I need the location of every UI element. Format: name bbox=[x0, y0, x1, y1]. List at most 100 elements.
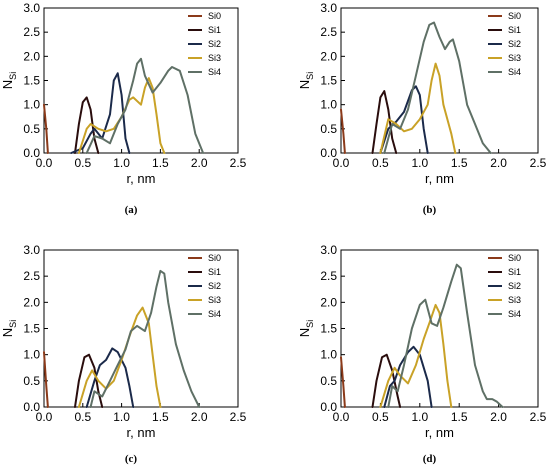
legend-label-si3: Si3 bbox=[208, 295, 221, 305]
x-tick-label: 0.0 bbox=[36, 156, 53, 170]
series-line-si1 bbox=[371, 353, 402, 408]
x-tick-label: 1.5 bbox=[451, 410, 468, 424]
y-axis-label-sub: Si bbox=[8, 72, 18, 80]
y-tick-label: 1.5 bbox=[23, 74, 40, 88]
series-line-si2 bbox=[70, 72, 131, 154]
y-tick-label: 0.0 bbox=[320, 146, 337, 160]
legend-label-si4: Si4 bbox=[508, 67, 521, 77]
y-tick-label: 0.5 bbox=[320, 122, 337, 136]
y-tick-label: 2.0 bbox=[23, 295, 40, 309]
legend-label-si1: Si1 bbox=[508, 267, 521, 277]
x-tick-label: 0.5 bbox=[74, 410, 91, 424]
series-line-si4 bbox=[85, 57, 205, 154]
chart-panel-b: 0.0 0.5 1.0 1.5 2.0 2.5 0.0 0.5 1.0 1.5 2.0 2.5 3.0 r… bbox=[297, 1, 547, 216]
series-line-si3 bbox=[379, 303, 453, 408]
legend-label-si2: Si2 bbox=[508, 39, 521, 49]
y-axis-label-sub: Si bbox=[305, 320, 315, 328]
y-tick-label: 0.5 bbox=[23, 122, 40, 136]
series-line-si1 bbox=[74, 96, 100, 154]
x-tick-label: 2.0 bbox=[490, 156, 507, 170]
x-tick-label: 1.0 bbox=[113, 410, 130, 424]
x-tick-label: 0.0 bbox=[333, 156, 350, 170]
y-tick-label: 2.5 bbox=[320, 269, 337, 283]
x-tick-label: 0.5 bbox=[372, 156, 389, 170]
x-tick-label: 0.0 bbox=[333, 410, 350, 424]
y-axis-label-main: N bbox=[0, 328, 15, 337]
x-tick-label: 0.5 bbox=[74, 156, 91, 170]
x-tick-label: 2.5 bbox=[530, 410, 547, 424]
x-axis-label: r, nm bbox=[425, 425, 454, 440]
y-tick-label: 1.5 bbox=[320, 322, 337, 336]
legend-label-si4: Si4 bbox=[208, 309, 221, 319]
chart-panel-a: 0.0 0.5 1.0 1.5 2.0 2.5 0.0 0.5 1.0 1.5 2.0 2.5 3.0 r… bbox=[0, 1, 247, 216]
x-axis-label: r, nm bbox=[127, 171, 156, 186]
legend-label-si1: Si1 bbox=[208, 267, 221, 277]
legend-label-si2: Si2 bbox=[208, 281, 221, 291]
y-tick-label: 0.5 bbox=[320, 374, 337, 388]
x-tick-label: 2.0 bbox=[490, 410, 507, 424]
y-tick-label: 1.0 bbox=[23, 98, 40, 112]
y-tick-label: 1.5 bbox=[23, 322, 40, 336]
legend-label-si0: Si0 bbox=[508, 11, 521, 21]
series-line-si4 bbox=[383, 21, 492, 154]
x-tick-label: 2.5 bbox=[530, 156, 547, 170]
chart-panel-d: 0.0 0.5 1.0 1.5 2.0 2.5 0.0 0.5 1.0 1.5 2.0 2.5 3.0 r… bbox=[297, 243, 547, 465]
legend-label-si0: Si0 bbox=[508, 253, 521, 263]
y-tick-label: 0.0 bbox=[23, 400, 40, 414]
series-line-si1 bbox=[371, 90, 398, 154]
x-tick-label: 1.5 bbox=[451, 156, 468, 170]
y-axis-label-main: N bbox=[297, 80, 312, 89]
series-line-si0 bbox=[340, 108, 346, 154]
series-line-si3 bbox=[77, 77, 166, 154]
x-axis-label: r, nm bbox=[127, 425, 156, 440]
y-axis-label: NSi bbox=[0, 320, 18, 337]
y-axis-label-sub: Si bbox=[8, 320, 18, 328]
y-tick-label: 2.0 bbox=[320, 295, 337, 309]
series-line-si3 bbox=[379, 62, 457, 154]
x-tick-label: 0.0 bbox=[36, 410, 53, 424]
x-tick-label: 2.5 bbox=[230, 156, 247, 170]
x-tick-label: 0.5 bbox=[372, 410, 389, 424]
series-line-si1 bbox=[74, 353, 104, 408]
x-tick-label: 2.0 bbox=[191, 156, 208, 170]
series-line-si0 bbox=[43, 103, 49, 154]
legend-label-si1: Si1 bbox=[208, 25, 221, 35]
series-line-si4 bbox=[89, 269, 201, 408]
x-tick-label: 1.0 bbox=[411, 156, 428, 170]
y-tick-label: 3.0 bbox=[23, 1, 40, 15]
legend-label-si4: Si4 bbox=[508, 309, 521, 319]
legend-label-si0: Si0 bbox=[208, 11, 221, 21]
y-tick-label: 2.0 bbox=[23, 49, 40, 63]
series-line-si2 bbox=[383, 345, 433, 408]
x-axis-label: r, nm bbox=[425, 171, 454, 186]
y-tick-label: 3.0 bbox=[320, 1, 337, 15]
y-tick-label: 3.0 bbox=[23, 243, 40, 257]
legend-label-si2: Si2 bbox=[508, 281, 521, 291]
y-tick-label: 2.0 bbox=[320, 49, 337, 63]
y-axis-label-sub: Si bbox=[305, 72, 315, 80]
series-line-si0 bbox=[43, 351, 49, 408]
y-tick-label: 3.0 bbox=[320, 243, 337, 257]
y-tick-label: 1.0 bbox=[23, 348, 40, 362]
y-tick-label: 0.0 bbox=[23, 146, 40, 160]
legend-label-si2: Si2 bbox=[208, 39, 221, 49]
y-axis-label: NSi bbox=[0, 72, 18, 89]
series-line-si4 bbox=[387, 263, 504, 408]
panel-caption: (c) bbox=[125, 453, 138, 465]
y-tick-label: 0.5 bbox=[23, 374, 40, 388]
y-axis-label-main: N bbox=[297, 328, 312, 337]
y-tick-label: 0.0 bbox=[320, 400, 337, 414]
panel-caption: (d) bbox=[423, 453, 437, 465]
y-tick-label: 2.5 bbox=[320, 25, 337, 39]
y-tick-label: 2.5 bbox=[23, 269, 40, 283]
x-tick-label: 1.5 bbox=[152, 156, 169, 170]
panel-caption: (a) bbox=[125, 204, 138, 216]
panel-caption: (b) bbox=[423, 204, 437, 216]
legend-label-si3: Si3 bbox=[208, 53, 221, 63]
x-tick-label: 2.0 bbox=[191, 410, 208, 424]
y-axis-label-main: N bbox=[0, 80, 15, 89]
y-axis-label: NSi bbox=[297, 72, 315, 89]
legend-label-si1: Si1 bbox=[508, 25, 521, 35]
x-tick-label: 1.0 bbox=[113, 156, 130, 170]
